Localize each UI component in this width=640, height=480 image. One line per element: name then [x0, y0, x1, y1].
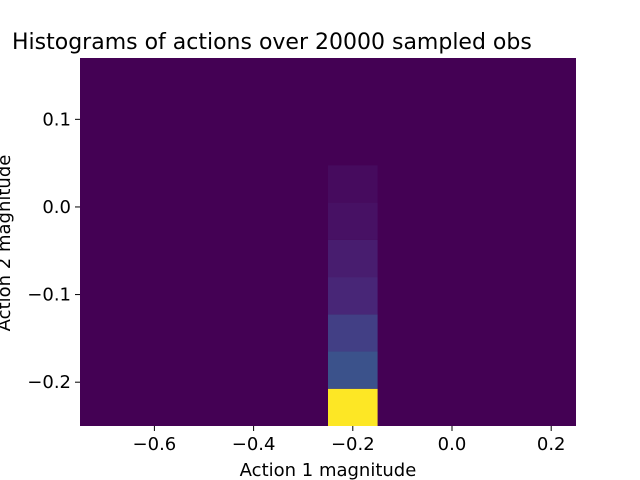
y-tick-label: 0.1 [42, 109, 71, 130]
heatmap-cell-0 [328, 388, 378, 426]
heatmap-cell-1 [328, 351, 378, 389]
y-tick-label: −0.1 [27, 285, 71, 306]
heatmap-cell-2 [328, 314, 378, 352]
y-tick-label: 0.0 [42, 197, 71, 218]
x-tick-label: 0.2 [537, 434, 566, 455]
heatmap-cell-5 [328, 202, 378, 240]
y-tick-label: −0.2 [27, 372, 71, 393]
y-axis: −0.2 −0.1 0.0 0.1 [27, 109, 80, 393]
x-axis-label: Action 1 magnitude [240, 460, 417, 480]
chart-title: Histograms of actions over 20000 sampled… [12, 30, 532, 55]
x-tick-label: −0.6 [133, 434, 177, 455]
x-tick-label: 0.0 [438, 434, 467, 455]
x-axis: −0.6 −0.4 −0.2 0.0 0.2 [133, 426, 566, 455]
plot-area [80, 58, 576, 426]
heatmap-cell-3 [328, 277, 378, 315]
x-tick-label: −0.2 [331, 434, 375, 455]
y-axis-label: Action 2 magnitude [0, 155, 15, 332]
heatmap-cell-4 [328, 239, 378, 278]
heatmap-cell-6 [328, 165, 378, 203]
x-tick-label: −0.4 [232, 434, 276, 455]
